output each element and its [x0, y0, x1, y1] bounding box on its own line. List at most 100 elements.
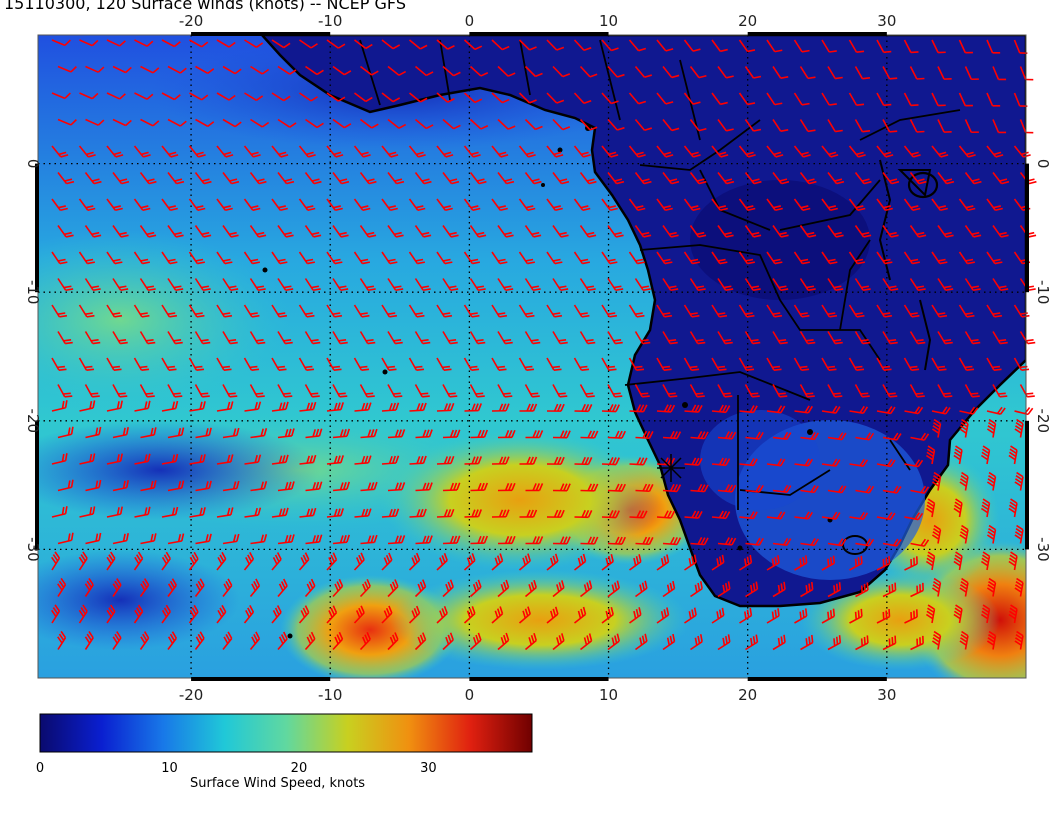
wind-barb	[579, 331, 596, 345]
lat-tick-right: -30	[1034, 537, 1052, 562]
wind-barb	[629, 554, 642, 571]
wind-barb	[953, 551, 963, 571]
wind-barb	[684, 404, 703, 413]
wind-barb	[986, 630, 997, 650]
wind-barb	[194, 631, 205, 650]
wind-barb	[629, 404, 648, 413]
wind-barb	[134, 92, 154, 100]
wind-barb	[739, 405, 758, 414]
wind-barb	[442, 65, 461, 77]
wind-barb	[793, 198, 811, 212]
wind-barb	[243, 145, 261, 158]
wind-barb	[717, 278, 734, 292]
wind-barb	[799, 172, 817, 185]
wind-barb	[518, 145, 536, 158]
wind-barb	[579, 278, 596, 292]
wind-barb	[882, 538, 902, 547]
wind-barb	[854, 66, 871, 80]
wind-barb	[277, 225, 294, 238]
wind-barb	[628, 39, 647, 52]
wind-barb	[525, 430, 544, 439]
wind-barb	[986, 357, 1002, 371]
wind-barb	[574, 553, 587, 571]
wind-barb	[546, 39, 565, 51]
wind-barb	[827, 119, 843, 133]
wind-barb	[497, 118, 516, 130]
wind-barb	[574, 403, 593, 413]
wind-barb	[409, 402, 427, 412]
wind-barb	[381, 455, 400, 465]
wind-barb	[992, 172, 1010, 185]
wind-barb	[848, 198, 866, 212]
wind-barb	[408, 552, 421, 571]
wind-barb	[772, 537, 792, 546]
wind-barb	[51, 92, 71, 100]
wind-barb	[986, 92, 1001, 107]
wind-barb	[304, 384, 320, 398]
wind-barb	[414, 225, 432, 238]
wind-barb	[1008, 551, 1018, 571]
wind-barb	[958, 357, 975, 371]
wind-barb	[354, 39, 373, 50]
wind-barb	[717, 225, 734, 238]
wind-barb	[84, 331, 101, 345]
wind-barb	[332, 331, 348, 345]
lon-tick-top: -10	[318, 12, 343, 30]
wind-barb	[634, 118, 653, 132]
wind-barb	[931, 577, 942, 597]
wind-barb	[601, 92, 619, 105]
wind-barb	[518, 198, 536, 212]
wind-barb	[739, 607, 753, 624]
wind-barb	[497, 278, 514, 292]
wind-barb	[821, 39, 837, 53]
wind-barb	[84, 578, 94, 597]
wind-barbs	[51, 39, 1037, 651]
wind-barb	[766, 511, 786, 520]
wind-barb	[326, 508, 344, 518]
wind-barb	[464, 509, 483, 518]
wind-barb	[992, 278, 1009, 292]
wind-barb	[1008, 498, 1018, 518]
wind-barb	[216, 198, 233, 212]
wind-barb	[546, 509, 565, 518]
wind-barb	[469, 172, 487, 185]
wind-barb	[304, 172, 322, 185]
wind-barb	[580, 580, 593, 598]
wind-barb	[436, 508, 455, 518]
wind-barb	[243, 357, 260, 371]
wind-barb	[491, 553, 504, 571]
wind-barb	[766, 145, 784, 158]
wind-barb	[387, 384, 403, 398]
wind-barb	[381, 39, 401, 50]
wind-barb	[216, 357, 232, 371]
wind-barb	[738, 145, 756, 158]
wind-barb	[986, 304, 1003, 318]
wind-barb	[167, 427, 185, 439]
wind-barb	[188, 304, 205, 318]
wind-barb	[436, 455, 455, 465]
wind-barb	[491, 456, 510, 465]
wind-barb	[711, 92, 728, 106]
wind-barb	[745, 431, 764, 440]
wind-barb	[78, 251, 95, 265]
wind-barb	[353, 198, 371, 212]
wind-barb	[607, 118, 625, 131]
wind-barb	[442, 331, 458, 345]
wind-barb	[986, 198, 1003, 212]
wind-barb	[518, 357, 535, 371]
wind-barb	[827, 66, 843, 80]
wind-barb	[931, 251, 948, 265]
wind-barb	[738, 39, 756, 53]
wind-barb	[580, 536, 599, 545]
wind-barb	[799, 119, 816, 133]
wind-barb	[167, 384, 183, 398]
wind-barb	[222, 331, 238, 345]
wind-barb	[497, 632, 510, 651]
wind-barb	[250, 65, 270, 75]
wind-barb	[953, 445, 963, 465]
wind-barb	[910, 432, 930, 441]
wind-barb	[277, 65, 297, 75]
wind-barb	[244, 39, 264, 49]
wind-barb	[271, 507, 289, 518]
wind-barb	[848, 357, 865, 371]
